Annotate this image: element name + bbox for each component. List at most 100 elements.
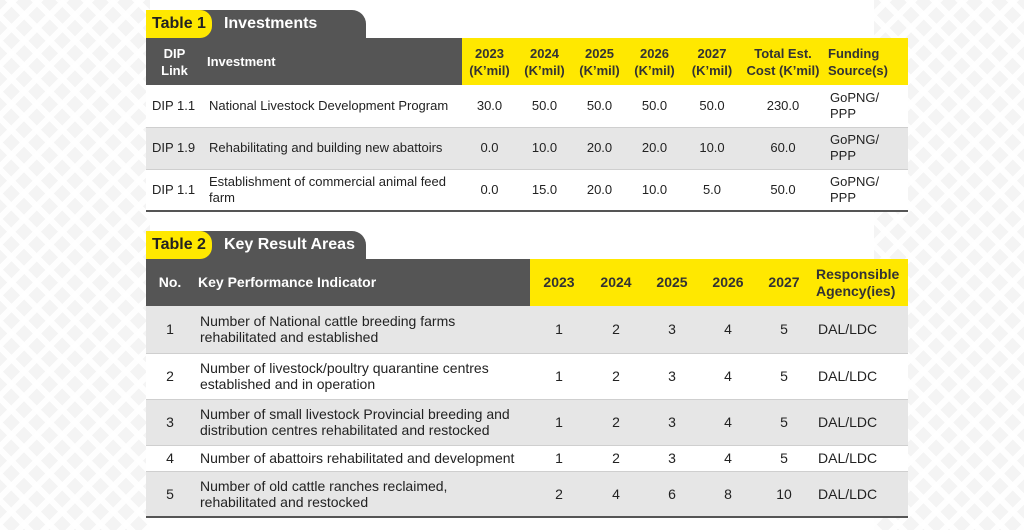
value-2025: 50.0 xyxy=(572,85,627,128)
header-2025: 2025 xyxy=(644,259,700,306)
value-2023: 1 xyxy=(530,399,588,446)
table2-number: Table 2 xyxy=(146,231,212,259)
value-2023: 0.0 xyxy=(462,127,517,170)
header-dip-link: DIP Link xyxy=(146,38,203,85)
key-result-areas-table: No. Key Performance Indicator 2023 2024 … xyxy=(146,259,908,518)
value-2025: 20.0 xyxy=(572,169,627,212)
header-2023: 2023 xyxy=(530,259,588,306)
row-number: 4 xyxy=(146,445,194,472)
investment-name: Rehabilitating and building new abattoir… xyxy=(203,127,462,170)
table1-number: Table 1 xyxy=(146,10,212,38)
header-2025: 2025 (K’mil) xyxy=(572,38,627,85)
value-2025: 3 xyxy=(644,353,700,400)
value-2024: 2 xyxy=(588,399,644,446)
value-2026: 4 xyxy=(700,445,756,472)
table-row: 5 Number of old cattle ranches reclaimed… xyxy=(146,471,908,518)
value-2027: 10.0 xyxy=(682,127,742,170)
value-2024: 2 xyxy=(588,353,644,400)
responsible-agency: DAL/LDC xyxy=(812,445,908,472)
value-2027: 50.0 xyxy=(682,85,742,128)
value-2025: 3 xyxy=(644,399,700,446)
table-row: 4 Number of abattoirs rehabilitated and … xyxy=(146,445,908,472)
header-kpi: Key Performance Indicator xyxy=(194,259,530,306)
kpi-text: Number of livestock/poultry quarantine c… xyxy=(194,353,530,400)
value-2026: 4 xyxy=(700,353,756,400)
value-2025: 6 xyxy=(644,471,700,518)
header-no: No. xyxy=(146,259,194,306)
total-cost: 50.0 xyxy=(742,169,824,212)
investments-table: DIP Link Investment 2023 (K’mil) 2024 (K… xyxy=(146,38,908,212)
responsible-agency: DAL/LDC xyxy=(812,353,908,400)
value-2027: 5 xyxy=(756,445,812,472)
header-2027: 2027 xyxy=(756,259,812,306)
dip-link: DIP 1.9 xyxy=(146,127,203,170)
header-funding: Funding Source(s) xyxy=(824,38,908,85)
header-2026: 2026 xyxy=(700,259,756,306)
row-number: 1 xyxy=(146,306,194,354)
dip-link: DIP 1.1 xyxy=(146,85,203,128)
dip-link: DIP 1.1 xyxy=(146,169,203,212)
responsible-agency: DAL/LDC xyxy=(812,471,908,518)
value-2024: 50.0 xyxy=(517,85,572,128)
value-2025: 3 xyxy=(644,306,700,354)
header-agency: Responsible Agency(ies) xyxy=(812,259,908,306)
header-2024: 2024 xyxy=(588,259,644,306)
funding-source: GoPNG/ PPP xyxy=(824,85,908,128)
table-row: DIP 1.9 Rehabilitating and building new … xyxy=(146,127,908,170)
row-number: 2 xyxy=(146,353,194,400)
value-2024: 4 xyxy=(588,471,644,518)
value-2023: 30.0 xyxy=(462,85,517,128)
row-number: 5 xyxy=(146,471,194,518)
left-background-pattern xyxy=(0,0,150,530)
responsible-agency: DAL/LDC xyxy=(812,399,908,446)
table-row: 2 Number of livestock/poultry quarantine… xyxy=(146,353,908,400)
value-2023: 2 xyxy=(530,471,588,518)
table-row: 3 Number of small livestock Provincial b… xyxy=(146,399,908,446)
value-2027: 5.0 xyxy=(682,169,742,212)
table2-tab: Table 2 Key Result Areas xyxy=(146,231,366,259)
header-total-cost: Total Est. Cost (K’mil) xyxy=(742,38,824,85)
value-2027: 5 xyxy=(756,306,812,354)
funding-source: GoPNG/ PPP xyxy=(824,169,908,212)
value-2026: 4 xyxy=(700,306,756,354)
header-2024: 2024 (K’mil) xyxy=(517,38,572,85)
value-2026: 20.0 xyxy=(627,127,682,170)
table1-tab: Table 1 Investments xyxy=(146,10,366,38)
value-2027: 10 xyxy=(756,471,812,518)
table-row: 1 Number of National cattle breeding far… xyxy=(146,306,908,354)
table-row: DIP 1.1 National Livestock Development P… xyxy=(146,85,908,128)
investment-name: National Livestock Development Program xyxy=(203,85,462,128)
table2-title: Key Result Areas xyxy=(223,236,355,253)
row-number: 3 xyxy=(146,399,194,446)
value-2023: 1 xyxy=(530,353,588,400)
kpi-text: Number of abattoirs rehabilitated and de… xyxy=(194,445,530,472)
kpi-text: Number of small livestock Provincial bre… xyxy=(194,399,530,446)
header-2026: 2026 (K’mil) xyxy=(627,38,682,85)
funding-source: GoPNG/ PPP xyxy=(824,127,908,170)
investment-name: Establishment of commercial animal feed … xyxy=(203,169,462,212)
kpi-text: Number of National cattle breeding farms… xyxy=(194,306,530,354)
value-2023: 1 xyxy=(530,306,588,354)
value-2027: 5 xyxy=(756,399,812,446)
header-2027: 2027 (K’mil) xyxy=(682,38,742,85)
value-2023: 1 xyxy=(530,445,588,472)
header-investment: Investment xyxy=(203,38,462,85)
value-2024: 2 xyxy=(588,306,644,354)
table1-header-row: DIP Link Investment 2023 (K’mil) 2024 (K… xyxy=(146,38,908,85)
total-cost: 230.0 xyxy=(742,85,824,128)
value-2025: 3 xyxy=(644,445,700,472)
value-2027: 5 xyxy=(756,353,812,400)
kpi-text: Number of old cattle ranches reclaimed, … xyxy=(194,471,530,518)
table2-header-row: No. Key Performance Indicator 2023 2024 … xyxy=(146,259,908,306)
header-2023: 2023 (K’mil) xyxy=(462,38,517,85)
value-2025: 20.0 xyxy=(572,127,627,170)
value-2024: 10.0 xyxy=(517,127,572,170)
value-2024: 15.0 xyxy=(517,169,572,212)
value-2024: 2 xyxy=(588,445,644,472)
value-2026: 8 xyxy=(700,471,756,518)
table-row: DIP 1.1 Establishment of commercial anim… xyxy=(146,169,908,212)
value-2026: 50.0 xyxy=(627,85,682,128)
total-cost: 60.0 xyxy=(742,127,824,170)
value-2026: 10.0 xyxy=(627,169,682,212)
value-2026: 4 xyxy=(700,399,756,446)
